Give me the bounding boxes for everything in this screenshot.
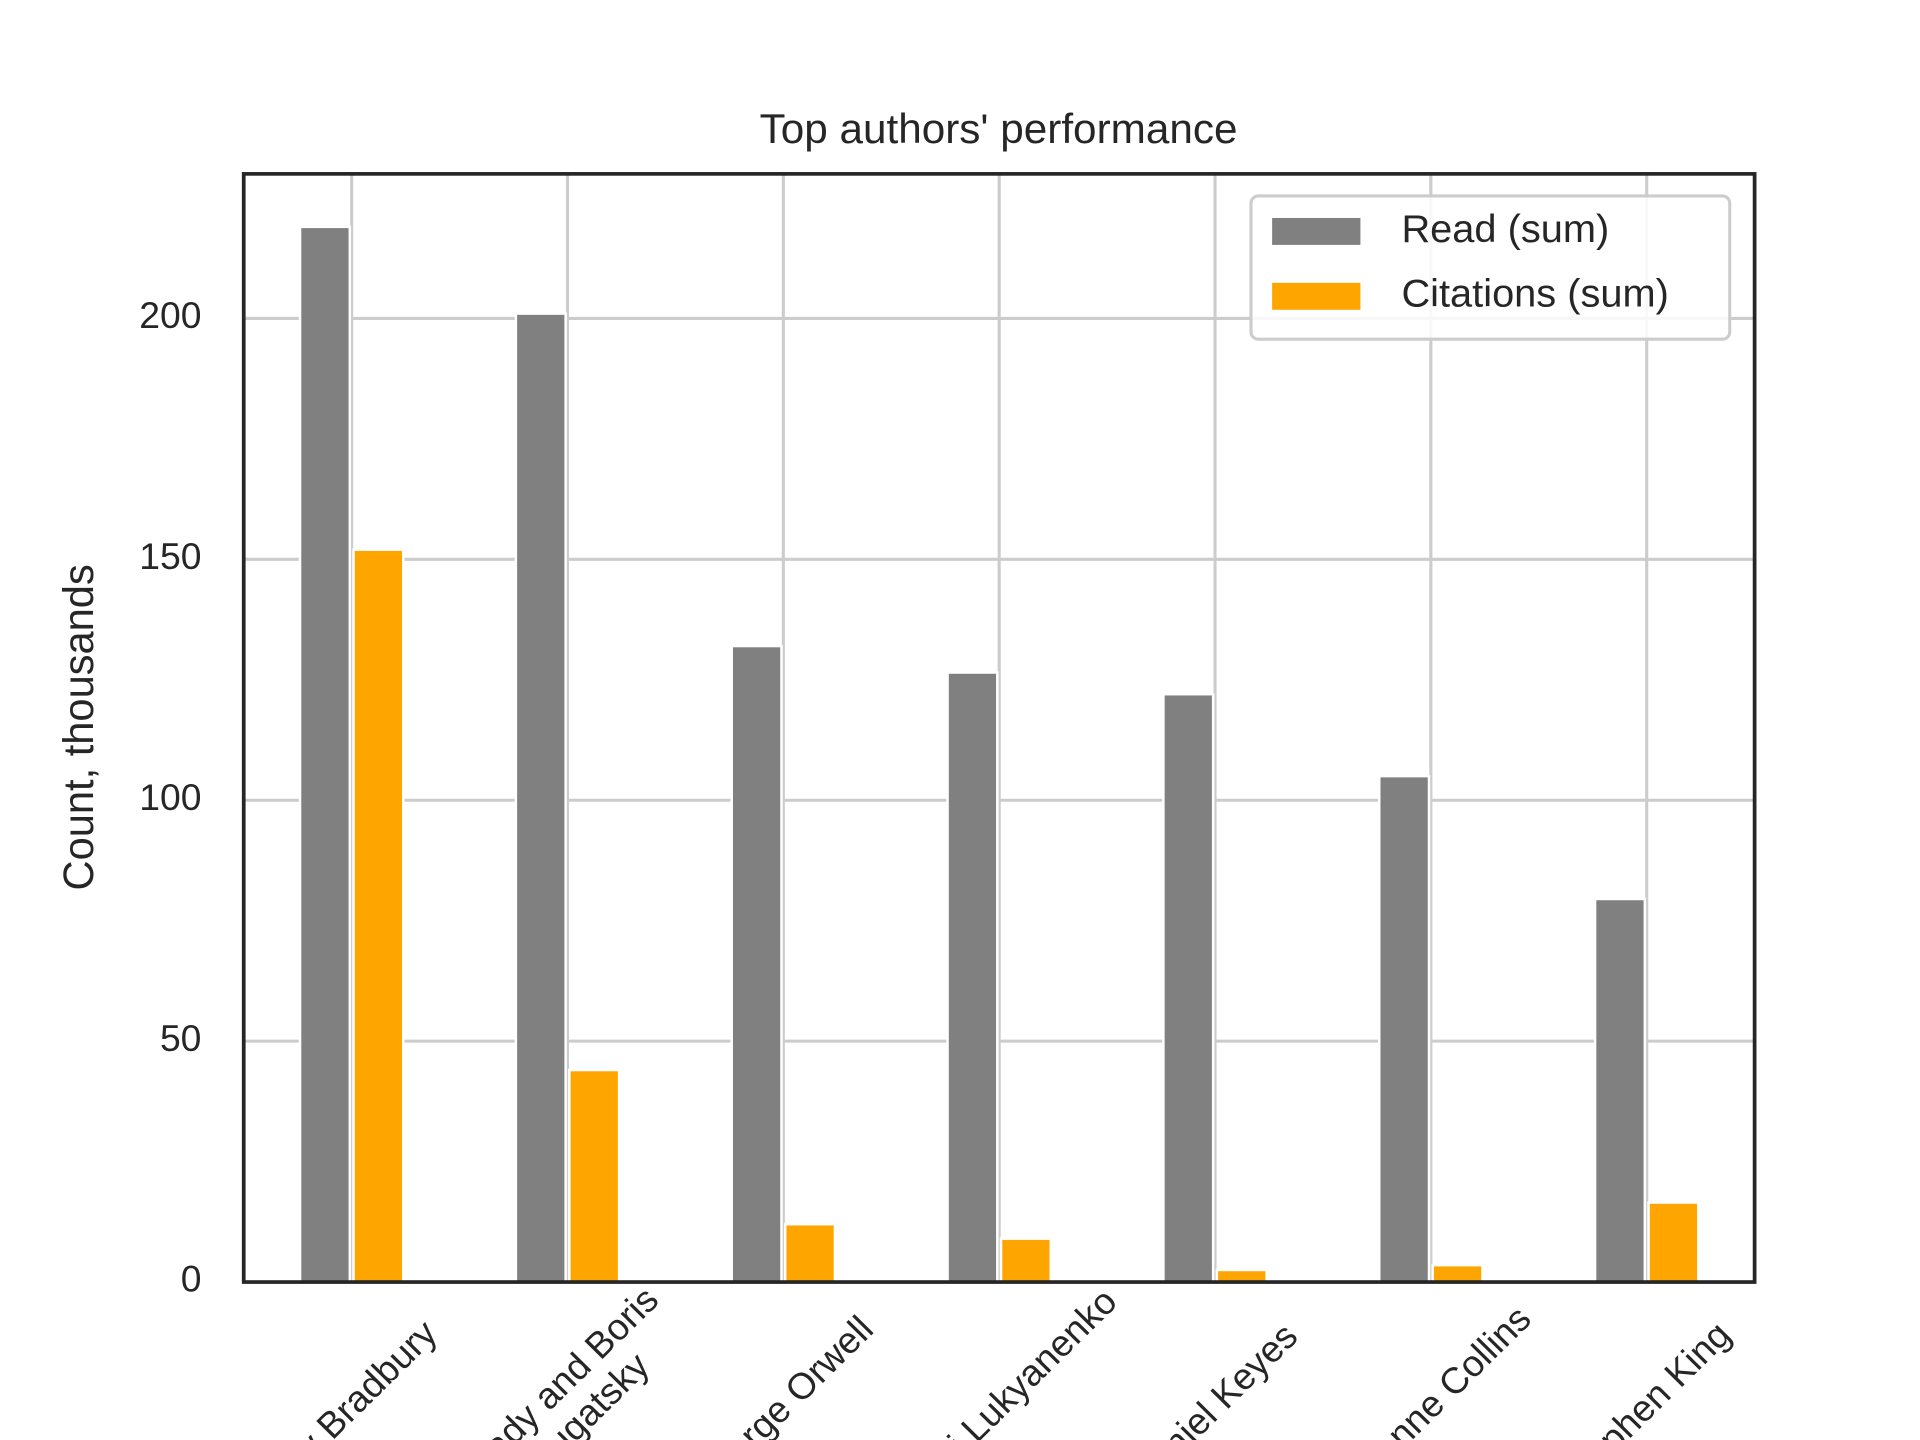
bar	[783, 1222, 837, 1284]
x-tick-label-group: Stephen King	[1550, 1313, 1738, 1440]
bar	[298, 225, 352, 1284]
y-tick-label: 150	[139, 535, 201, 577]
y-axis-label: Count, thousands	[55, 564, 102, 890]
legend-swatch	[1272, 217, 1361, 245]
x-tick-label: Daniel Keyes	[1120, 1315, 1305, 1440]
legend-label: Citations (sum)	[1401, 272, 1668, 316]
x-tick-label: George Orwell	[681, 1307, 881, 1440]
y-tick-label: 100	[139, 776, 201, 818]
x-tick-label: Sergei Lukyanenko	[869, 1280, 1125, 1440]
chart-title: Top authors' performance	[760, 106, 1238, 153]
legend-label: Read (sum)	[1401, 207, 1609, 251]
x-tick-label-group: George Orwell	[681, 1307, 881, 1440]
bar	[1378, 774, 1431, 1284]
x-tick-label-group: Ray Bradbury	[254, 1311, 446, 1440]
x-tick-label-group: Sergei Lukyanenko	[869, 1280, 1125, 1440]
bar	[352, 548, 405, 1284]
x-tick-label: Arkady and BorisStrugatsky	[435, 1278, 695, 1440]
y-tick-label: 50	[160, 1017, 202, 1059]
bar	[568, 1068, 621, 1284]
bar	[999, 1237, 1053, 1284]
plot-frame	[241, 172, 1757, 1284]
y-tick-label: 0	[181, 1258, 202, 1300]
legend-swatch	[1272, 282, 1361, 310]
bar	[1431, 1263, 1484, 1284]
x-tick-label-group: Arkady and BorisStrugatsky	[435, 1278, 695, 1440]
x-tick-label: Suzanne Collins	[1318, 1297, 1539, 1440]
x-tick-label: Stephen King	[1550, 1313, 1738, 1440]
y-tick-label: 200	[139, 294, 201, 336]
legend: Read (sum) Citations (sum)	[1249, 194, 1732, 341]
bar	[1162, 693, 1215, 1284]
legend-box	[1249, 194, 1732, 341]
x-tick-label: Ray Bradbury	[254, 1311, 446, 1440]
bar	[946, 671, 999, 1284]
bar	[1647, 1201, 1700, 1284]
bar	[730, 644, 783, 1284]
bar	[1593, 897, 1647, 1284]
x-tick-label-group: Daniel Keyes	[1120, 1315, 1305, 1440]
x-tick-label-group: Suzanne Collins	[1318, 1297, 1539, 1440]
bar	[514, 312, 567, 1284]
